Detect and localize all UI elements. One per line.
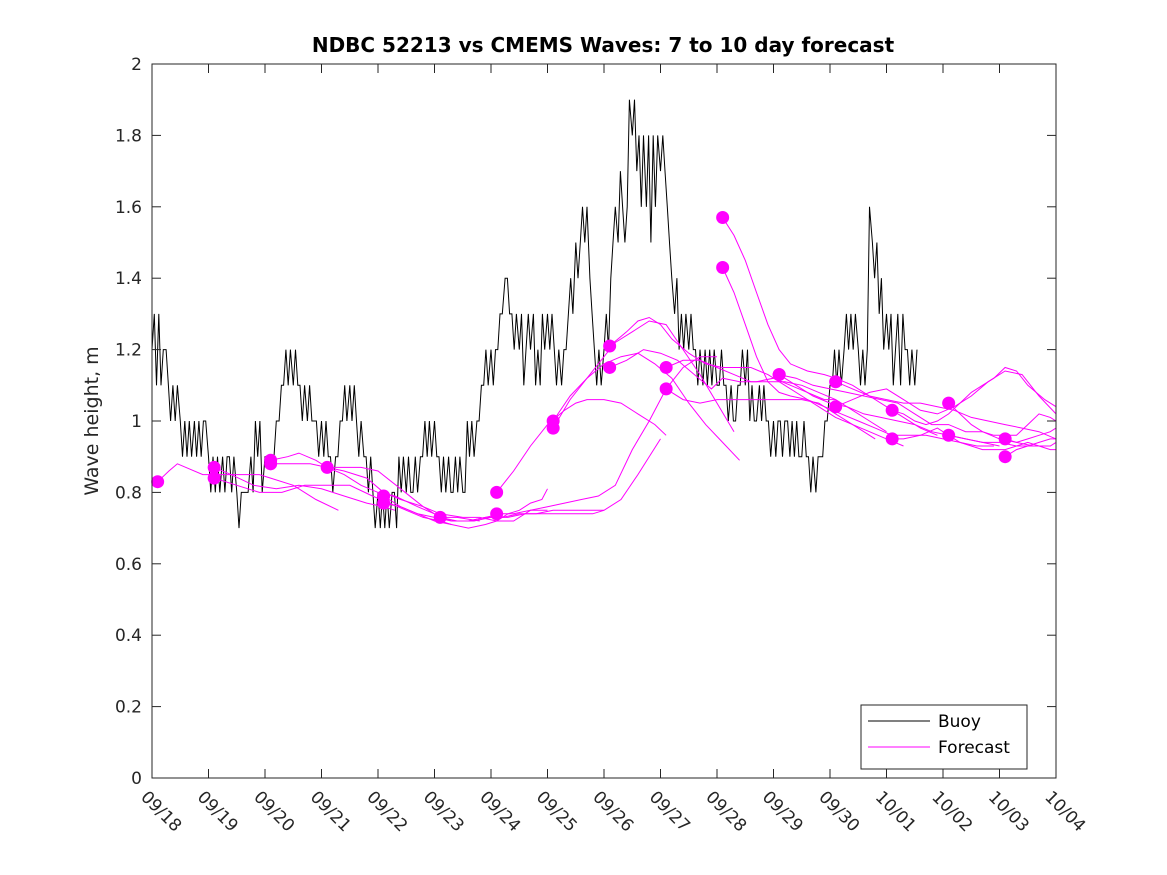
- forecast-line-28: [1004, 438, 1056, 458]
- forecast-start-marker-16: [659, 382, 673, 396]
- forecast-start-marker-7: [377, 496, 391, 510]
- forecast-line-14: [609, 349, 836, 401]
- y-tick-label: 1.6: [115, 198, 142, 218]
- y-tick-label: 0.2: [115, 698, 142, 718]
- legend-buoy-label: Buoy: [938, 712, 981, 732]
- legend-box: [860, 704, 1028, 770]
- legend: Buoy Forecast: [860, 704, 1028, 770]
- forecast-start-marker-15: [659, 360, 673, 374]
- forecast-start-marker-22: [829, 400, 843, 414]
- y-tick-label: 1.8: [115, 126, 142, 146]
- forecast-series: [151, 211, 1057, 529]
- forecast-line-19: [778, 374, 1034, 447]
- buoy-series: [151, 99, 918, 529]
- forecast-start-marker-14: [603, 360, 617, 374]
- forecast-line-10: [496, 356, 717, 515]
- forecast-start-marker-26: [942, 428, 956, 442]
- forecast-line-2: [214, 477, 452, 525]
- forecast-line-18: [722, 267, 994, 447]
- forecast-start-marker-28: [998, 450, 1012, 464]
- y-axis-label: Wave height, m: [81, 346, 103, 495]
- y-tick-label: 2: [131, 55, 142, 75]
- y-tick-label: 1.4: [115, 269, 142, 289]
- forecast-start-marker-24: [885, 432, 899, 446]
- legend-forecast-label: Forecast: [938, 738, 1010, 758]
- forecast-start-marker-2: [207, 471, 221, 485]
- y-tick-label: 0.8: [115, 483, 142, 503]
- forecast-line-26: [948, 434, 1056, 451]
- y-tick-label: 1: [131, 412, 142, 432]
- forecast-start-marker-18: [716, 260, 730, 274]
- forecast-start-marker-27: [998, 432, 1012, 446]
- y-tick-label: 0.6: [115, 555, 142, 575]
- forecast-start-marker-9: [490, 485, 504, 499]
- forecast-line-12: [552, 320, 735, 432]
- forecast-start-marker-20: [772, 368, 786, 382]
- plot-area: [152, 64, 1056, 778]
- forecast-line-8: [439, 438, 661, 522]
- forecast-start-marker-13: [603, 339, 617, 353]
- forecast-line-9: [496, 399, 667, 493]
- axis-ticks: [151, 63, 1057, 779]
- forecast-start-marker-0: [151, 475, 165, 489]
- y-tick-label: 1.2: [115, 341, 142, 361]
- forecast-line-16: [665, 388, 904, 447]
- forecast-start-marker-8: [433, 510, 447, 524]
- forecast-line-1: [214, 466, 396, 511]
- forecast-start-marker-25: [942, 396, 956, 410]
- forecast-start-marker-4: [264, 457, 278, 471]
- forecast-start-marker-21: [829, 375, 843, 389]
- y-tick-label: 0.4: [115, 626, 142, 646]
- forecast-line-27: [1004, 427, 1057, 443]
- forecast-start-marker-5: [320, 460, 334, 474]
- buoy-line: [151, 99, 918, 529]
- forecast-start-marker-1: [207, 460, 221, 474]
- chart-title: NDBC 52213 vs CMEMS Waves: 7 to 10 day f…: [312, 33, 895, 57]
- forecast-start-marker-12: [546, 421, 560, 435]
- forecast-start-marker-17: [716, 211, 730, 225]
- forecast-line-23: [891, 366, 1057, 426]
- forecast-line-24: [892, 427, 1057, 447]
- forecast-line-15: [665, 359, 887, 433]
- forecast-start-marker-23: [885, 403, 899, 417]
- y-tick-label: 0: [131, 769, 142, 789]
- forecast-line-7: [383, 488, 548, 529]
- y-tick-labels: 0 0.2 0.4 0.6 0.8 1 1.2 1.4 1.6 1.8 2: [115, 55, 142, 789]
- forecast-line-13: [609, 316, 876, 440]
- forecast-start-marker-10: [490, 507, 504, 521]
